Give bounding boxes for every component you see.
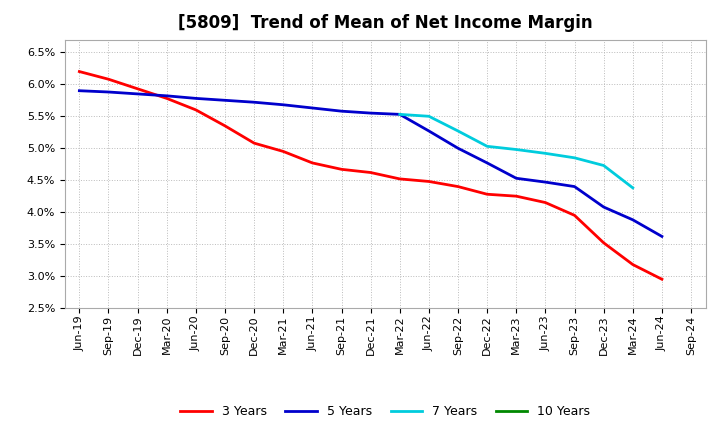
3 Years (425, 179, 433, 184)
Line: 5 Years: 5 Years (79, 91, 662, 236)
3 Years (308, 160, 317, 165)
7 Years (454, 128, 462, 134)
5 Years (657, 234, 666, 239)
7 Years (512, 147, 521, 152)
Title: [5809]  Trend of Mean of Net Income Margin: [5809] Trend of Mean of Net Income Margi… (178, 15, 593, 33)
5 Years (75, 88, 84, 93)
3 Years (133, 86, 142, 92)
3 Years (163, 96, 171, 101)
3 Years (657, 277, 666, 282)
5 Years (483, 160, 492, 165)
5 Years (599, 205, 608, 210)
5 Years (366, 110, 375, 116)
3 Years (366, 170, 375, 175)
3 Years (395, 176, 404, 182)
7 Years (541, 151, 550, 156)
3 Years (512, 194, 521, 199)
5 Years (570, 184, 579, 189)
3 Years (192, 107, 200, 113)
3 Years (629, 262, 637, 267)
Line: 3 Years: 3 Years (79, 72, 662, 279)
5 Years (395, 112, 404, 117)
7 Years (599, 163, 608, 168)
5 Years (425, 128, 433, 134)
3 Years (599, 240, 608, 246)
5 Years (454, 146, 462, 151)
5 Years (192, 96, 200, 101)
3 Years (454, 184, 462, 189)
3 Years (541, 200, 550, 205)
5 Years (337, 109, 346, 114)
5 Years (133, 91, 142, 96)
7 Years (483, 144, 492, 149)
7 Years (395, 112, 404, 117)
Line: 7 Years: 7 Years (400, 114, 633, 188)
3 Years (104, 77, 113, 82)
3 Years (279, 149, 287, 154)
7 Years (425, 114, 433, 119)
5 Years (512, 176, 521, 181)
5 Years (308, 105, 317, 110)
5 Years (629, 217, 637, 223)
5 Years (104, 89, 113, 95)
Legend: 3 Years, 5 Years, 7 Years, 10 Years: 3 Years, 5 Years, 7 Years, 10 Years (176, 400, 595, 423)
3 Years (250, 140, 258, 146)
3 Years (483, 191, 492, 197)
5 Years (541, 180, 550, 185)
5 Years (250, 99, 258, 105)
5 Years (163, 93, 171, 99)
7 Years (629, 185, 637, 191)
3 Years (337, 167, 346, 172)
3 Years (570, 213, 579, 218)
5 Years (220, 98, 229, 103)
5 Years (279, 102, 287, 107)
3 Years (220, 123, 229, 128)
3 Years (75, 69, 84, 74)
7 Years (570, 155, 579, 161)
